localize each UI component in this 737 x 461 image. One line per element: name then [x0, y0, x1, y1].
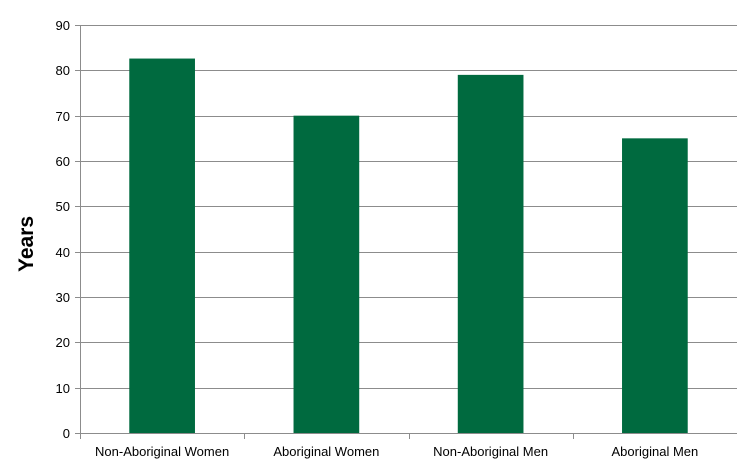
bar-4 — [622, 138, 688, 434]
bar-3 — [457, 74, 524, 433]
y-tick-label-20: 20 — [56, 335, 70, 350]
y-tick-label-80: 80 — [56, 63, 70, 78]
bars — [129, 58, 688, 434]
y-tick-label-60: 60 — [56, 154, 70, 169]
x-tick-label-1: Non-Aboriginal Women — [95, 444, 229, 459]
axes — [75, 25, 737, 439]
x-tick-labels: Non-Aboriginal Women Aboriginal Women Non-… — [95, 444, 698, 459]
y-tick-label-30: 30 — [56, 290, 70, 305]
x-tick-label-2: Aboriginal Women — [273, 444, 379, 459]
bar-2 — [293, 115, 360, 434]
x-tick-label-4: Aboriginal Men — [612, 444, 699, 459]
y-tick-label-40: 40 — [56, 245, 70, 260]
y-tick-label-50: 50 — [56, 199, 70, 214]
y-tick-label-10: 10 — [56, 381, 70, 396]
y-tick-label-90: 90 — [56, 18, 70, 33]
y-tick-label-0: 0 — [63, 426, 70, 441]
y-tick-labels: 0 10 20 30 40 50 60 70 80 90 — [56, 18, 70, 441]
x-tick-label-3: Non-Aboriginal Men — [433, 444, 548, 459]
y-axis-title: Years — [15, 216, 38, 272]
y-tick-label-70: 70 — [56, 109, 70, 124]
bar-1 — [129, 58, 195, 434]
